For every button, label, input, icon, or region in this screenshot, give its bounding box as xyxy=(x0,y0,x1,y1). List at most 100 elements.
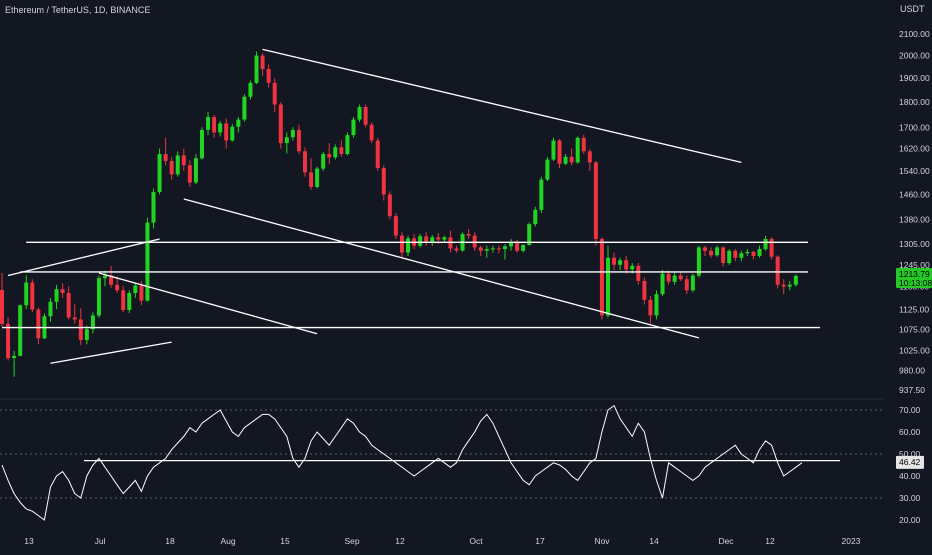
candle-body xyxy=(442,237,447,240)
candle-body xyxy=(660,273,665,295)
candle-body xyxy=(145,222,150,301)
oscillator-tick-label: 60.00 xyxy=(899,427,921,437)
price-tick-label: 1620.00 xyxy=(899,144,930,154)
candle-body xyxy=(599,238,604,316)
currency-label: USDT xyxy=(900,4,925,14)
candle-body xyxy=(763,238,768,250)
candle-body xyxy=(272,82,277,105)
candle-body xyxy=(769,238,774,257)
time-tick-label: 17 xyxy=(535,536,545,546)
trend-line xyxy=(183,198,700,339)
candle-body xyxy=(309,172,314,187)
candle-body xyxy=(169,160,174,175)
time-tick-label: Sep xyxy=(344,536,359,546)
price-tick-label: 1800.00 xyxy=(899,97,930,107)
symbol-title[interactable]: Ethereum / TetherUS, 1D, BINANCE xyxy=(5,5,151,15)
trend-line xyxy=(262,48,742,164)
candle-body xyxy=(121,290,126,310)
oscillator-value-label: 46.42 xyxy=(899,457,921,467)
price-tick-label: 1380.00 xyxy=(899,214,930,224)
candle-body xyxy=(612,257,617,265)
time-tick-label: Jul xyxy=(95,536,106,546)
candle-body xyxy=(115,284,120,291)
candle-body xyxy=(533,209,538,225)
candle-body xyxy=(551,140,556,160)
time-axis: 13 Jul 18 Aug 15 Sep 12 Oct 17 Nov 14 Dec 12 2023 xyxy=(24,536,860,546)
candle-body xyxy=(303,151,307,173)
candle-body xyxy=(284,137,289,144)
candle-body xyxy=(466,233,471,236)
candle-body xyxy=(90,315,95,330)
candle-body xyxy=(690,275,695,291)
candle-body xyxy=(175,155,180,175)
candle-body xyxy=(315,168,320,187)
price-tick-label: 1075.00 xyxy=(899,325,930,335)
candle-body xyxy=(781,284,786,287)
candle-body xyxy=(187,165,192,183)
candle-body xyxy=(496,248,501,250)
oscillator-tick-label: 70.00 xyxy=(899,405,921,415)
candle-body xyxy=(66,292,71,318)
candle-body xyxy=(212,117,217,133)
candle-body xyxy=(139,285,144,301)
trend-line xyxy=(98,272,318,335)
candle-body xyxy=(96,278,101,316)
candle-body xyxy=(109,275,114,285)
oscillator-tick-label: 50.00 xyxy=(899,449,921,459)
candle-body xyxy=(606,257,610,316)
candle-body xyxy=(624,260,629,270)
candle-body xyxy=(478,247,483,251)
price-tick-label: 1305.00 xyxy=(899,239,930,249)
candle-body xyxy=(12,355,17,358)
candle-body xyxy=(260,55,265,69)
candle-body xyxy=(0,289,4,324)
candle-body xyxy=(569,156,574,163)
candle-body xyxy=(575,137,580,163)
candle-body xyxy=(72,317,77,320)
price-tick-label: 2000.00 xyxy=(899,51,930,61)
candle-body xyxy=(151,192,156,223)
candle-body xyxy=(733,250,738,258)
candle-body xyxy=(654,294,659,316)
time-tick-label: Oct xyxy=(469,536,483,546)
candle-body xyxy=(36,309,41,339)
candle-body xyxy=(739,253,744,258)
price-tick-label: 937.50 xyxy=(899,385,925,395)
candle-body xyxy=(545,159,550,180)
oscillator-tick-label: 30.00 xyxy=(899,493,921,503)
oscillator-line xyxy=(1,404,803,521)
time-tick-label: Nov xyxy=(594,536,610,546)
candle-body xyxy=(224,123,229,141)
candle-body xyxy=(684,279,689,291)
price-tick-label: 1460.00 xyxy=(899,189,930,199)
candle-body xyxy=(702,247,707,251)
candle-body xyxy=(30,282,35,310)
candle-body xyxy=(163,154,168,161)
candle-body xyxy=(327,154,332,158)
candle-body xyxy=(345,135,350,155)
candle-body xyxy=(618,260,623,265)
candle-body xyxy=(6,323,11,358)
time-tick-label: 12 xyxy=(395,536,405,546)
time-tick-label: 13 xyxy=(24,536,34,546)
candle-body xyxy=(24,282,29,306)
candle-body xyxy=(454,248,459,251)
candle-body xyxy=(242,96,247,120)
oscillator-value-badge xyxy=(896,455,924,469)
candle-body xyxy=(709,250,714,256)
candle-body xyxy=(387,194,392,217)
candle-body xyxy=(333,147,338,158)
candle-body xyxy=(393,216,398,236)
trend-line xyxy=(50,341,172,364)
candle-body xyxy=(757,249,762,257)
candle-body xyxy=(418,236,423,246)
time-tick-label: 12 xyxy=(765,536,775,546)
candle-body xyxy=(218,123,223,133)
candle-body xyxy=(193,158,198,183)
trend-line xyxy=(7,238,160,277)
candle-body xyxy=(103,275,108,279)
candle-body xyxy=(696,247,701,276)
candle-body xyxy=(484,249,489,251)
